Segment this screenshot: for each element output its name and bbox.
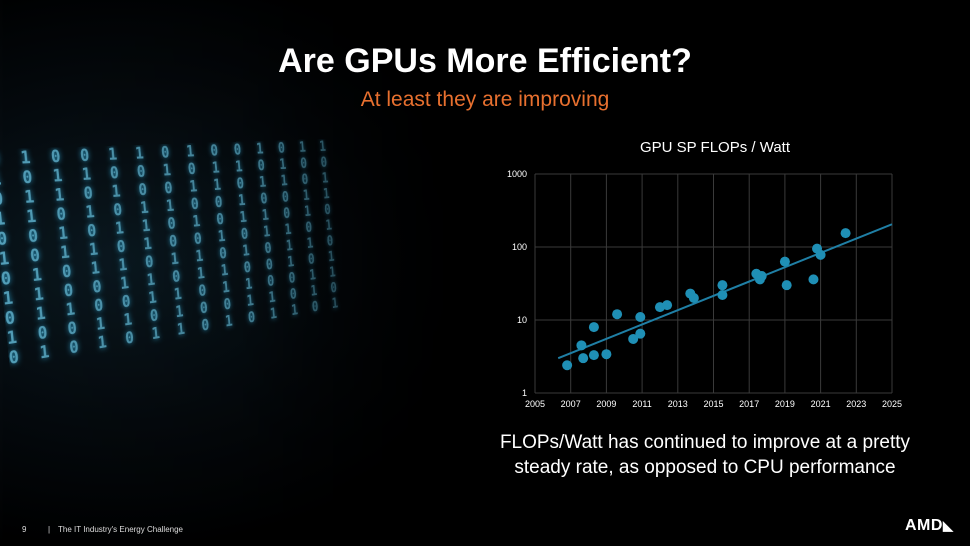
data-point [588,322,599,333]
y-tick-label: 1000 [507,169,527,179]
x-tick-label: 2013 [668,399,688,409]
data-point [635,328,646,339]
page-number: 9 [22,525,27,534]
y-tick-label: 1 [522,388,527,398]
x-tick-label: 2015 [703,399,723,409]
amd-arrow-icon: ◣ [942,518,954,533]
data-point [688,293,699,304]
amd-logo-text: AMD [905,517,943,534]
data-point [628,333,639,344]
x-tick-label: 2005 [525,399,545,409]
slide-title: Are GPUs More Efficient? [278,42,692,80]
data-point [717,290,728,301]
x-tick-label: 2023 [846,399,866,409]
x-tick-label: 2009 [596,399,616,409]
data-point [717,280,728,291]
x-tick-label: 2019 [775,399,795,409]
data-point [808,274,819,285]
data-point [779,256,790,267]
data-point [576,340,587,351]
y-tick-label: 100 [512,242,527,252]
slide-subtitle: At least they are improving [360,88,610,111]
footer-title: The IT Industry's Energy Challenge [58,525,183,534]
x-tick-label: 2011 [632,399,651,409]
x-tick-label: 2025 [882,399,902,409]
x-tick-label: 2021 [811,399,831,409]
data-point [578,353,589,364]
data-point [588,350,599,361]
data-point [562,360,573,371]
chart-grid [534,173,893,394]
x-tick-label: 2007 [561,399,581,409]
data-points [562,228,851,371]
data-point [662,300,673,311]
footer-separator: | [48,525,51,534]
scatter-chart: 2005 2007 2009 2011 2013 2015 2017 2019 2021 2023… [507,169,902,409]
data-point [612,309,623,320]
data-point [815,249,826,260]
caption: FLOPs/Watt has continued to improve at a… [499,432,911,478]
chart-title: GPU SP FLOPs / Watt [639,139,791,156]
data-point [601,349,612,360]
y-tick-label: 10 [517,315,527,325]
data-point [756,271,767,282]
x-tick-label: 2017 [739,399,759,409]
data-point [840,228,851,239]
data-point [781,280,792,291]
data-point [635,311,646,322]
y-tick-labels: 1 10 100 1000 [507,169,527,398]
x-tick-labels: 2005 2007 2009 2011 2013 2015 2017 2019 2021 2023… [525,399,902,409]
amd-logo: AMD◣ [905,517,953,535]
